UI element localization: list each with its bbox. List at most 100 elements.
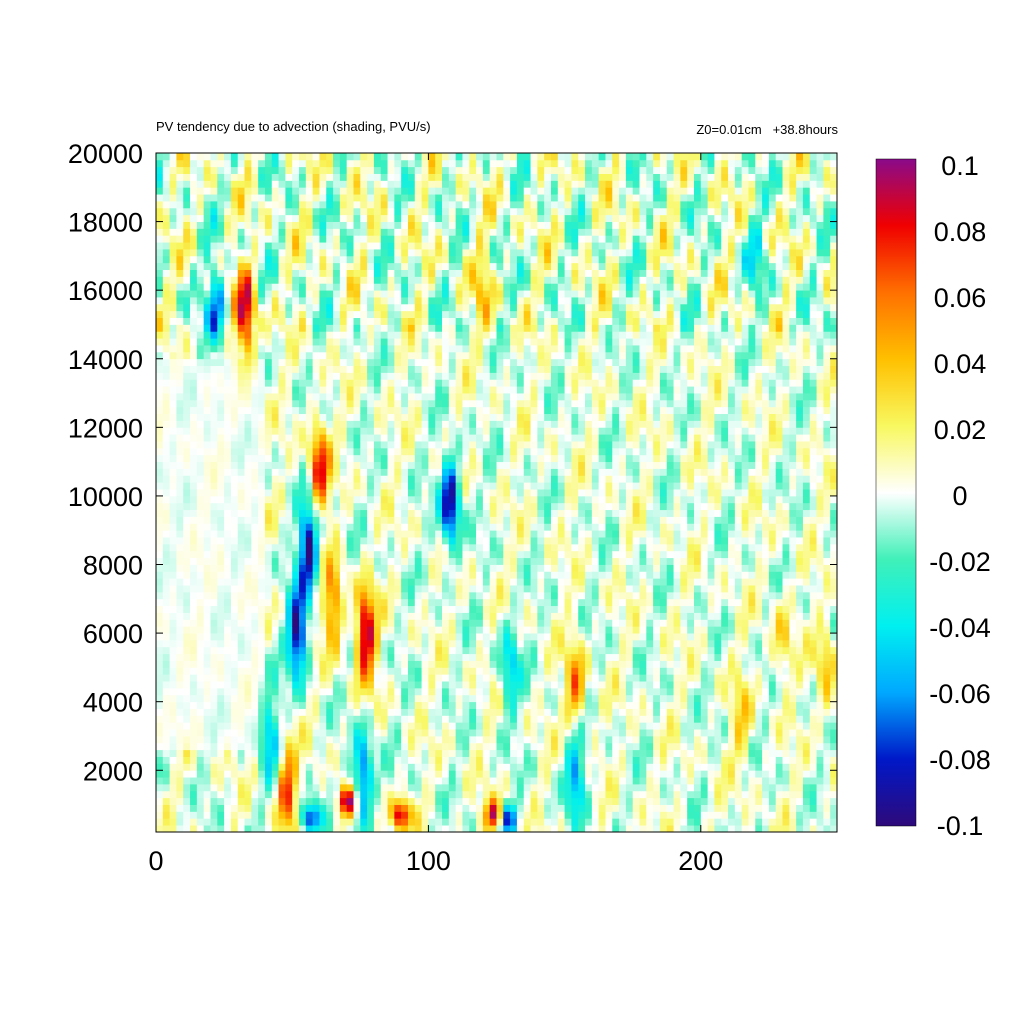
heatmap-cell (421, 358, 429, 367)
heatmap-cell (401, 585, 409, 593)
heatmap-cell (271, 351, 279, 360)
heatmap-cell (244, 653, 252, 661)
heatmap-cell (169, 372, 177, 380)
heatmap-cell (156, 317, 164, 325)
heatmap-cell (353, 201, 361, 209)
heatmap-cell (196, 269, 205, 277)
heatmap-cell (264, 811, 273, 819)
heatmap-cell (169, 379, 177, 387)
heatmap-cell (156, 633, 164, 641)
heatmap-cell (292, 228, 300, 236)
heatmap-cell (210, 681, 218, 689)
heatmap-cell (353, 694, 361, 703)
heatmap-cell (407, 701, 416, 709)
heatmap-cell (346, 509, 354, 517)
heatmap-cell (190, 468, 198, 476)
heatmap-cell (469, 585, 477, 593)
heatmap-cell (360, 194, 368, 202)
heatmap-cell (442, 605, 450, 613)
heatmap-cell (339, 276, 348, 284)
heatmap-cell (421, 365, 429, 373)
heatmap-cell (292, 777, 300, 785)
heatmap-cell (448, 502, 457, 511)
heatmap-cell (203, 509, 211, 517)
heatmap-cell (353, 626, 361, 634)
heatmap-cell (496, 543, 504, 552)
heatmap-cell (380, 756, 388, 764)
heatmap-cell (482, 201, 491, 209)
heatmap-cell (401, 605, 409, 613)
heatmap-cell (380, 783, 388, 792)
heatmap-cell (482, 564, 491, 572)
heatmap-cell (176, 489, 184, 497)
heatmap-cell (387, 297, 395, 305)
heatmap-cell (183, 221, 191, 229)
heatmap-cell (169, 770, 177, 778)
heatmap-cell (476, 365, 484, 373)
heatmap-cell (237, 639, 245, 648)
heatmap-cell (162, 694, 171, 703)
heatmap-cell (360, 598, 368, 607)
heatmap-cell (251, 447, 259, 456)
heatmap-cell (428, 166, 436, 174)
heatmap-cell (251, 591, 259, 600)
heatmap-cell (373, 365, 382, 373)
heatmap-cell (237, 406, 245, 415)
heatmap-cell (333, 482, 341, 490)
heatmap-cell (421, 674, 429, 682)
heatmap-cell (162, 324, 171, 332)
heatmap-cell (312, 495, 320, 504)
heatmap-cell (401, 626, 409, 634)
heatmap-cell (210, 674, 218, 682)
heatmap-cell (469, 399, 477, 408)
heatmap-cell (448, 509, 457, 517)
heatmap-cell (230, 482, 239, 490)
heatmap-cell (387, 660, 395, 668)
heatmap-cell (455, 447, 463, 456)
heatmap-cell (435, 386, 443, 394)
heatmap-cell (162, 564, 171, 572)
heatmap-cell (271, 201, 279, 209)
heatmap-cell (394, 173, 402, 181)
heatmap-cell (380, 269, 388, 277)
heatmap-cell (299, 201, 307, 209)
heatmap-cell (462, 667, 470, 675)
heatmap-cell (489, 338, 497, 346)
heatmap-cell (360, 461, 368, 469)
heatmap-cell (244, 523, 252, 531)
heatmap-cell (346, 543, 354, 552)
heatmap-cell (176, 255, 184, 264)
heatmap-cell (333, 249, 341, 257)
heatmap-cell (292, 530, 300, 538)
heatmap-cell (407, 269, 416, 277)
heatmap-cell (305, 399, 314, 408)
heatmap-cell (469, 543, 477, 552)
heatmap-cell (448, 235, 457, 243)
heatmap-cell (319, 345, 327, 353)
heatmap-cell (251, 255, 259, 264)
heatmap-cell (251, 598, 259, 607)
heatmap-cell (312, 564, 320, 572)
heatmap-cell (169, 475, 177, 483)
heatmap-cell (414, 297, 422, 305)
heatmap-cell (196, 564, 205, 572)
heatmap-cell (176, 441, 184, 449)
heatmap-cell (421, 715, 429, 723)
heatmap-cell (482, 262, 491, 270)
heatmap-cell (414, 825, 422, 833)
heatmap-cell (333, 427, 341, 435)
heatmap-cell (169, 194, 177, 202)
heatmap-cell (264, 495, 273, 504)
heatmap-cell (476, 276, 484, 284)
heatmap-cell (339, 427, 348, 435)
heatmap-cell (333, 523, 341, 531)
heatmap-cell (224, 187, 232, 195)
heatmap-cell (224, 413, 232, 421)
heatmap-cell (380, 351, 388, 360)
heatmap-cell (169, 571, 177, 579)
heatmap-cell (183, 694, 191, 703)
heatmap-cell (346, 591, 354, 600)
heatmap-cell (278, 674, 286, 682)
heatmap-cell (271, 468, 279, 476)
heatmap-cell (360, 324, 368, 332)
